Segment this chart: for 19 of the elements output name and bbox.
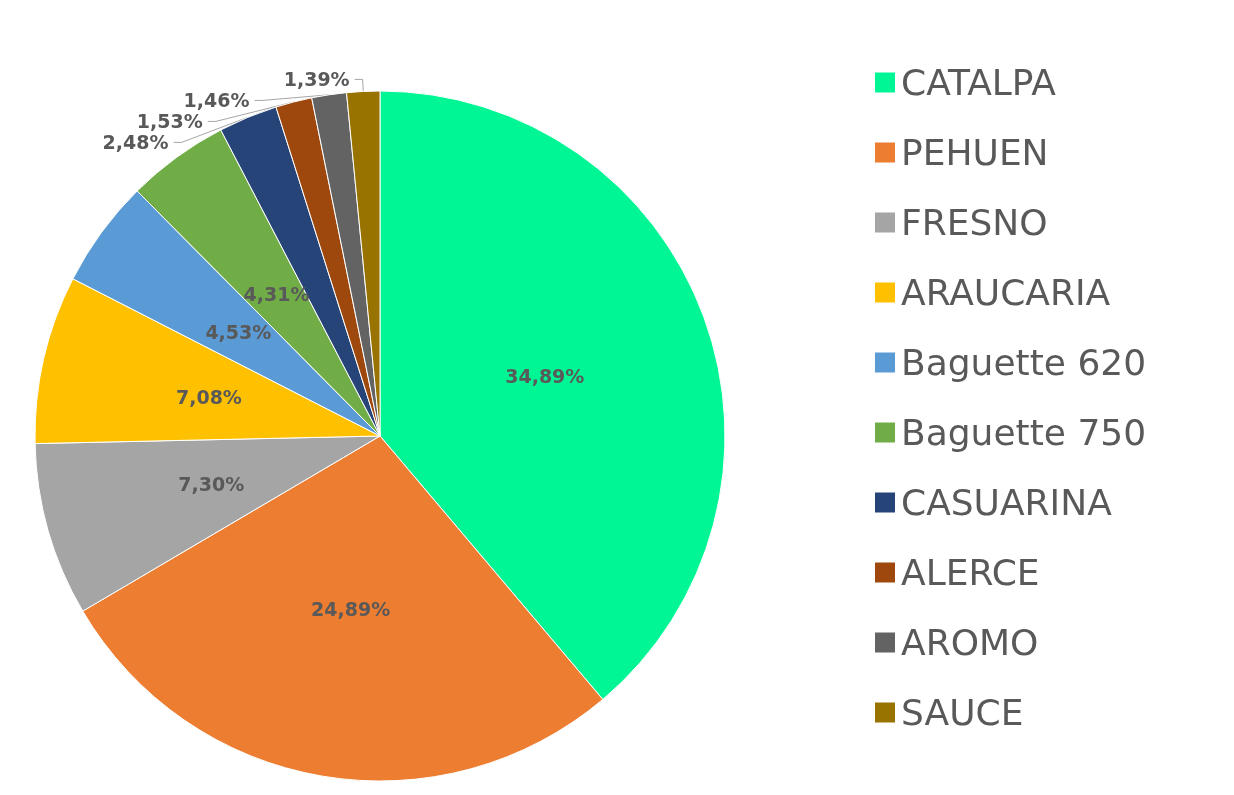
data-label: 1,39% — [283, 68, 350, 91]
data-label: 7,30% — [178, 473, 245, 496]
data-label: 24,89% — [311, 598, 391, 621]
legend-label: CASUARINA — [901, 482, 1113, 523]
legend-label: ALERCE — [901, 552, 1040, 593]
data-label: 7,08% — [175, 385, 242, 408]
legend-label: PEHUEN — [901, 132, 1049, 173]
legend-label: SAUCE — [901, 692, 1024, 733]
legend-label: Baguette 750 — [901, 412, 1147, 453]
data-label: 1,46% — [183, 89, 250, 112]
legend-label: AROMO — [901, 622, 1039, 663]
legend-label: CATALPA — [901, 62, 1057, 103]
data-label: 2,48% — [102, 131, 169, 154]
legend-label: Baguette 620 — [901, 342, 1147, 383]
data-label: 1,53% — [136, 110, 203, 133]
data-label: 4,53% — [205, 321, 272, 344]
legend-label: ARAUCARIA — [901, 272, 1111, 313]
legend-label: FRESNO — [901, 202, 1048, 243]
data-label: 34,89% — [505, 364, 585, 387]
